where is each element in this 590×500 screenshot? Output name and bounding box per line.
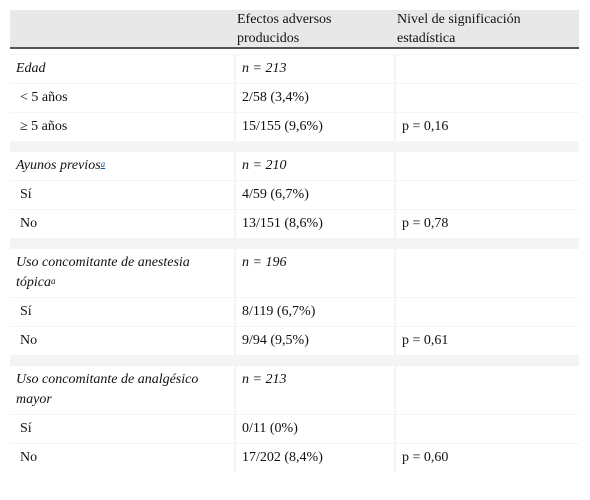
row-p: p = 0,16 [396, 113, 579, 141]
group-separator [10, 238, 579, 248]
row-p: p = 0,61 [396, 327, 579, 355]
group-separator [10, 355, 579, 365]
row-label: < 5 años [10, 84, 234, 112]
group-p [396, 152, 579, 180]
row-value: 8/119 (6,7%) [236, 298, 394, 326]
group-row-topical-anesthesia: Uso concomitante de anestesia tópicaa n … [10, 248, 579, 297]
row-label: Sí [10, 181, 234, 209]
group-p [396, 249, 579, 297]
footnote-marker: a [51, 276, 56, 286]
row-label: Sí [10, 298, 234, 326]
group-label: Ayunos previosa [10, 152, 234, 180]
group-row-age: Edad n = 213 [10, 54, 579, 83]
row-label: No [10, 444, 234, 472]
row-label: Sí [10, 415, 234, 443]
row-p [396, 298, 579, 326]
table-row: No 13/151 (8,6%) p = 0,78 [10, 209, 579, 238]
group-n: n = 210 [236, 152, 394, 180]
row-p: p = 0,78 [396, 210, 579, 238]
row-p [396, 84, 579, 112]
header-adverse-effects: Efectos adversos producidos [237, 12, 332, 46]
group-label: Edad [10, 55, 234, 83]
group-separator [10, 141, 579, 151]
table-row: Sí 8/119 (6,7%) [10, 297, 579, 326]
row-value: 0/11 (0%) [236, 415, 394, 443]
footnote-link[interactable]: a [100, 159, 106, 169]
row-value: 2/58 (3,4%) [236, 84, 394, 112]
table-row: Sí 0/11 (0%) [10, 414, 579, 443]
group-label: Uso concomitante de anestesia tópicaa [10, 249, 234, 297]
row-value: 4/59 (6,7%) [236, 181, 394, 209]
row-p [396, 181, 579, 209]
table-row: < 5 años 2/58 (3,4%) [10, 83, 579, 112]
group-row-fasting: Ayunos previosa n = 210 [10, 151, 579, 180]
group-p [396, 55, 579, 83]
row-value: 13/151 (8,6%) [236, 210, 394, 238]
row-label: No [10, 210, 234, 238]
row-p [396, 415, 579, 443]
group-n: n = 213 [236, 366, 394, 414]
group-row-analgesic: Uso concomitante de analgésico mayor n =… [10, 365, 579, 414]
row-value: 15/155 (9,6%) [236, 113, 394, 141]
table-row: No 17/202 (8,4%) p = 0,60 [10, 443, 579, 472]
table-row: Sí 4/59 (6,7%) [10, 180, 579, 209]
table-row: ≥ 5 años 15/155 (9,6%) p = 0,16 [10, 112, 579, 141]
table-header: Efectos adversos producidos Nivel de sig… [10, 10, 579, 49]
group-p [396, 366, 579, 414]
row-p: p = 0,60 [396, 444, 579, 472]
table-row: No 9/94 (9,5%) p = 0,61 [10, 326, 579, 355]
results-table: Efectos adversos producidos Nivel de sig… [10, 10, 579, 472]
group-n: n = 213 [236, 55, 394, 83]
header-variable [10, 10, 233, 47]
row-label: ≥ 5 años [10, 113, 234, 141]
row-value: 17/202 (8,4%) [236, 444, 394, 472]
row-label: No [10, 327, 234, 355]
row-value: 9/94 (9,5%) [236, 327, 394, 355]
group-n: n = 196 [236, 249, 394, 297]
group-label: Uso concomitante de analgésico mayor [10, 366, 234, 414]
header-significance: Nivel de significación estadística [397, 12, 521, 46]
